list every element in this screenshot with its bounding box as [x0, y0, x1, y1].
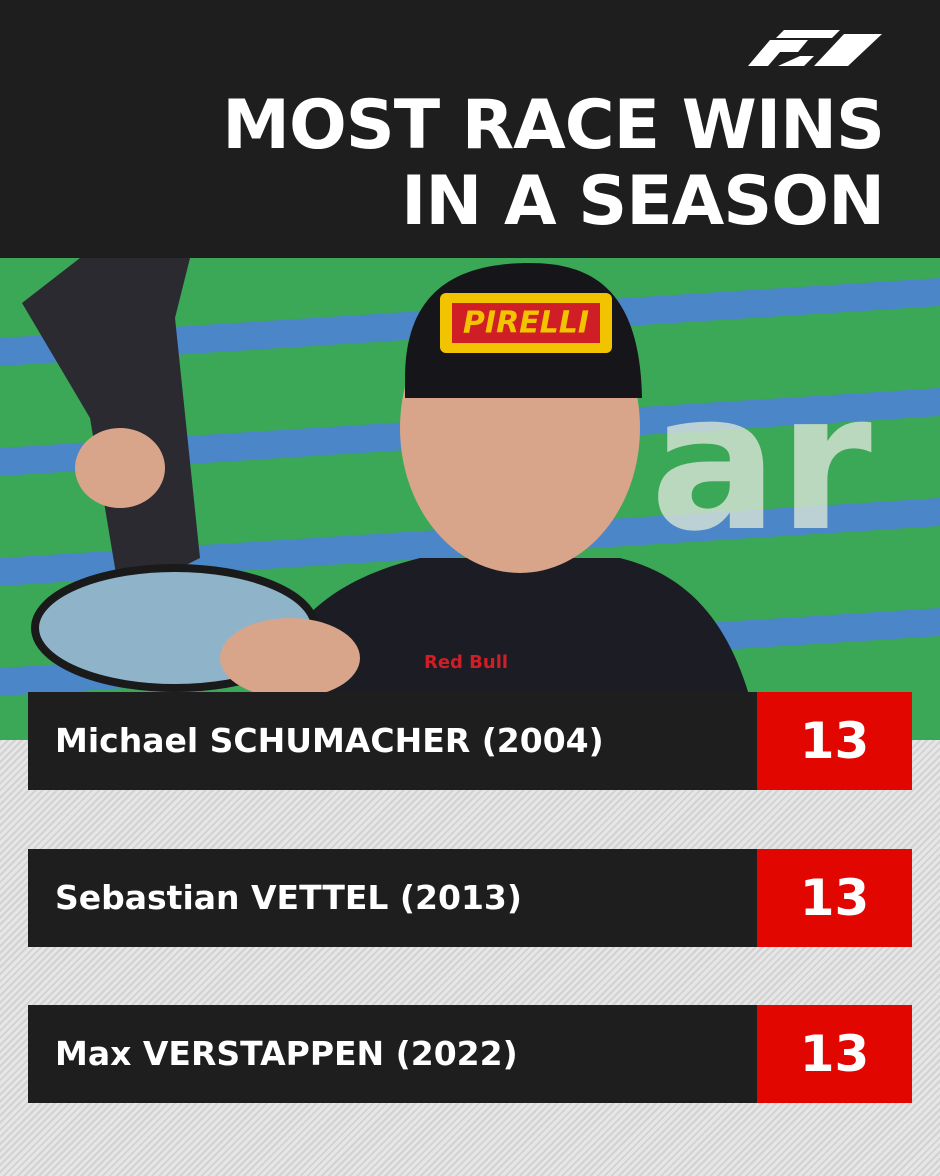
table-row: Michael SCHUMACHER (2004) 13 — [28, 692, 912, 790]
table-row: Max VERSTAPPEN (2022) 13 — [28, 1005, 912, 1103]
table-row: Sebastian VETTEL (2013) 13 — [28, 849, 912, 947]
header: MOST RACE WINS IN A SEASON — [0, 0, 940, 258]
suit-logo: Red Bull — [424, 652, 508, 673]
wins-box: 13 — [757, 849, 912, 947]
wins-box: 13 — [757, 692, 912, 790]
wins: 13 — [799, 1025, 870, 1083]
cap-logo: PIRELLI — [463, 306, 589, 341]
photo: ar PIRELLI Red Bull — [0, 258, 940, 740]
title-line: IN A SEASON — [401, 162, 885, 241]
svg-text:ar: ar — [650, 352, 872, 573]
f1-logo — [748, 30, 882, 66]
title-line: MOST RACE WINS — [222, 86, 885, 165]
driver-name: Sebastian VETTEL (2013) — [55, 878, 522, 917]
driver-name: Max VERSTAPPEN (2022) — [55, 1034, 518, 1073]
driver-name: Michael SCHUMACHER (2004) — [55, 721, 604, 760]
wins-box: 13 — [757, 1005, 912, 1103]
wins: 13 — [799, 712, 870, 770]
wins: 13 — [799, 869, 870, 927]
